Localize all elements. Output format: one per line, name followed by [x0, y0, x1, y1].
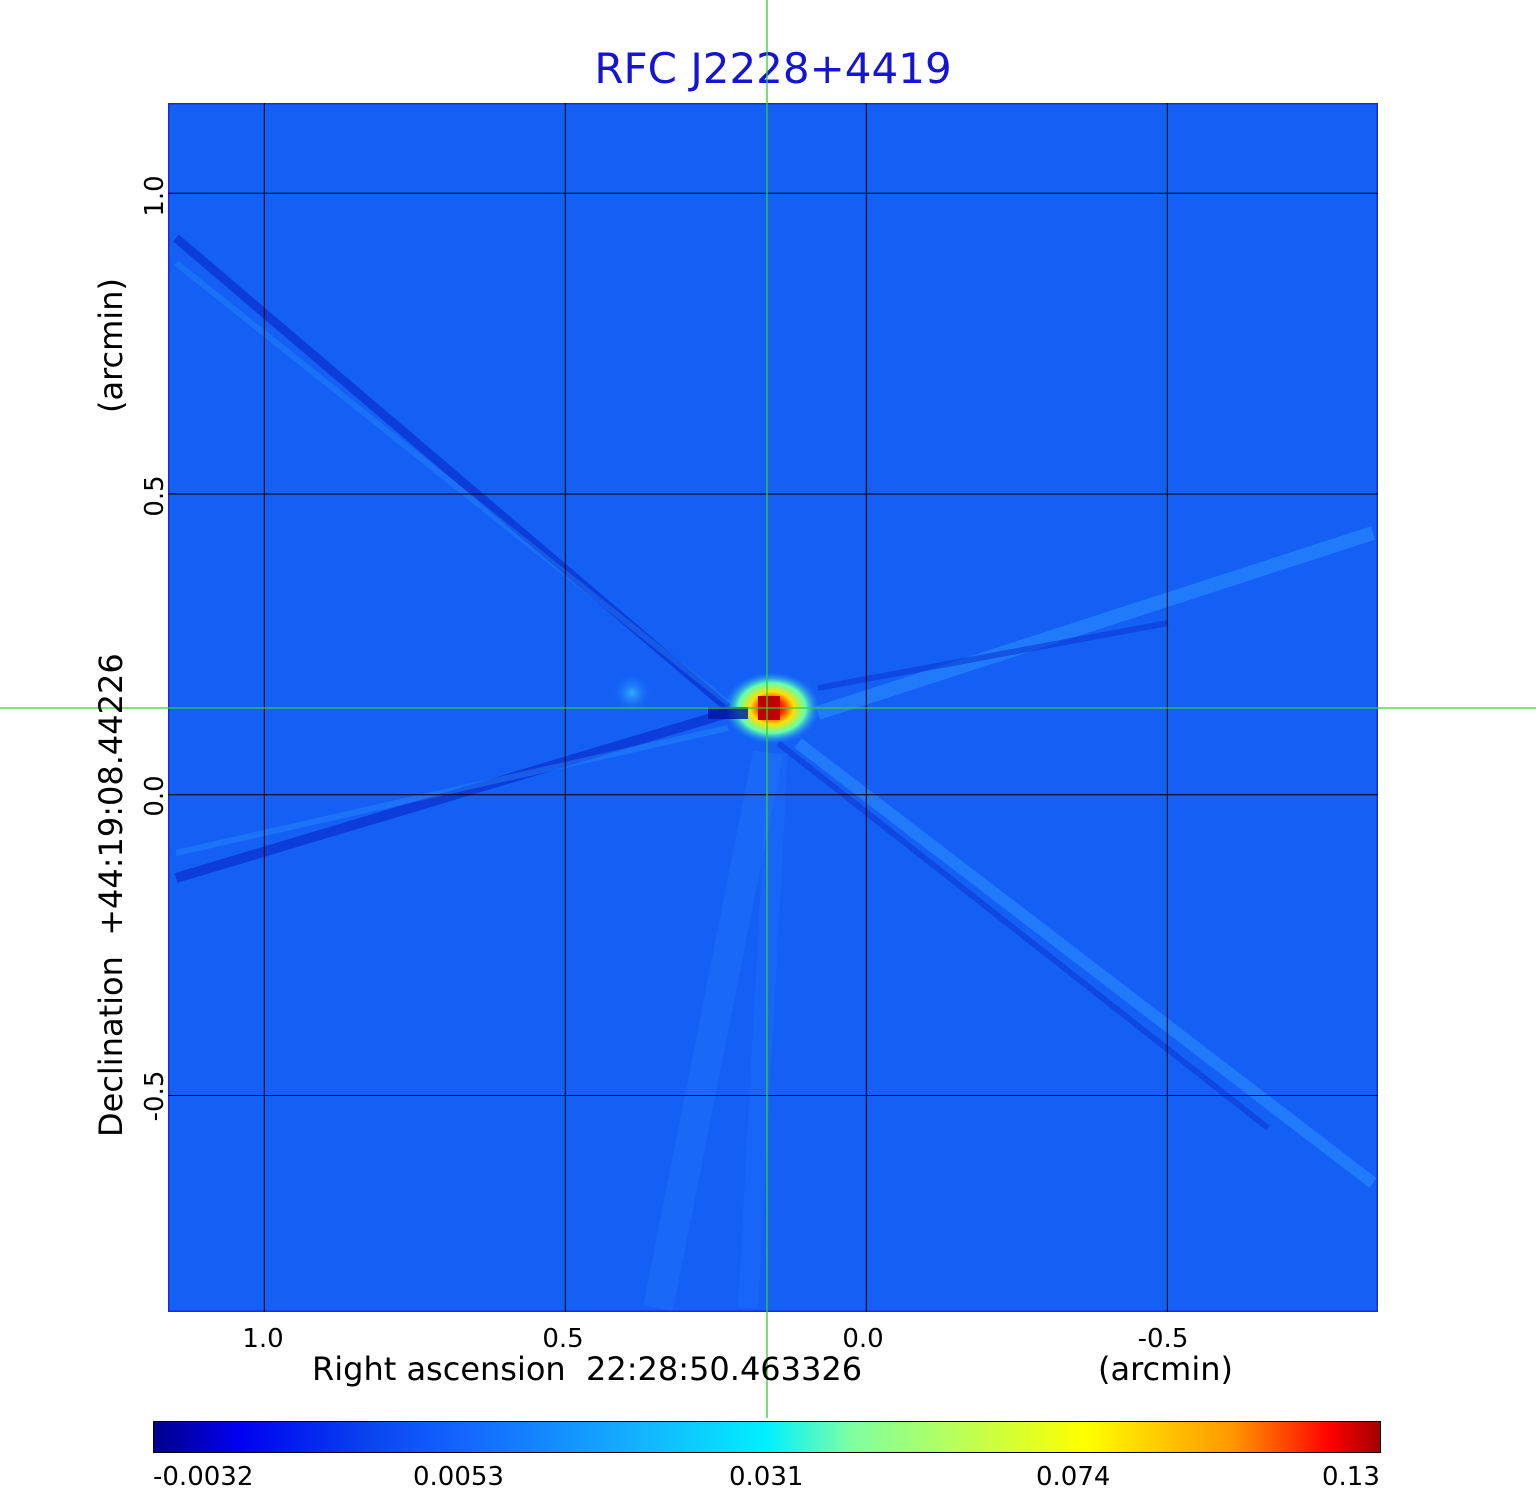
- colorbar-tick-label: 0.0053: [413, 1462, 504, 1492]
- x-axis-label: Right ascension 22:28:50.463326: [312, 1350, 863, 1388]
- colorbar-tick-label: 0.031: [729, 1462, 804, 1492]
- colorbar: [153, 1421, 1381, 1453]
- sidelobe-stripes: [173, 234, 1377, 1311]
- x-tick-label: 1.0: [242, 1324, 284, 1354]
- y-tick-label: 0.0: [140, 775, 170, 817]
- secondary-component: [612, 673, 652, 713]
- image-title: RFC J2228+4419: [594, 44, 952, 93]
- y-tick-label: 0.5: [140, 475, 170, 517]
- y-tick-label: -0.5: [140, 1070, 170, 1122]
- y-tick-label: 1.0: [140, 175, 170, 217]
- colorbar-tick-label: -0.0032: [153, 1462, 254, 1492]
- x-tick-label: 0.5: [542, 1324, 584, 1354]
- colorbar-tick-label: 0.13: [1322, 1462, 1380, 1492]
- x-tick-label: 0.0: [842, 1324, 884, 1354]
- y-axis-label: Declination +44:19:08.44226: [92, 653, 130, 1137]
- x-tick-label: -0.5: [1137, 1324, 1189, 1354]
- x-axis-unit: (arcmin): [1098, 1350, 1233, 1388]
- y-axis-unit: (arcmin): [92, 278, 130, 413]
- colorbar-tick-label: 0.074: [1036, 1462, 1111, 1492]
